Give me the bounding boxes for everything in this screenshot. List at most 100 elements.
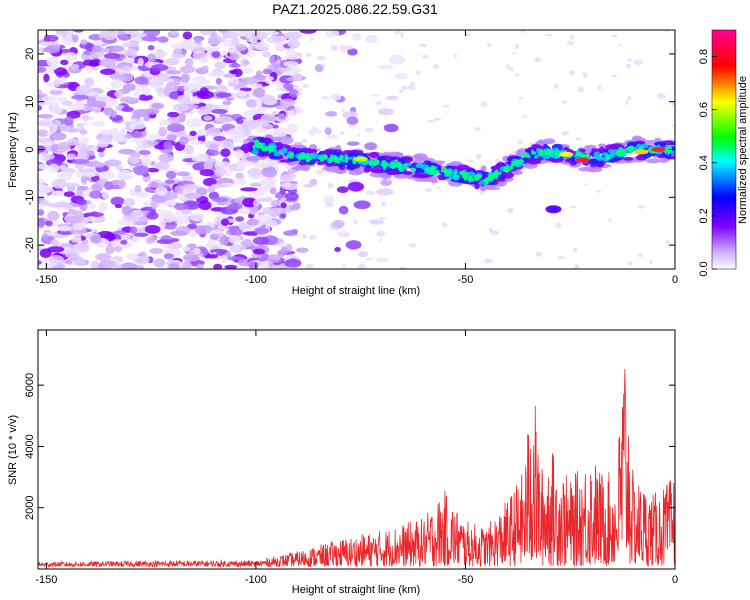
heatmap-cell <box>65 249 80 259</box>
heatmap-cell <box>267 220 277 228</box>
heatmap-cell <box>249 205 258 215</box>
heatmap-cell <box>368 160 372 166</box>
heatmap-cell <box>118 73 134 83</box>
heatmap-cell <box>254 197 273 203</box>
heatmap-cell <box>201 65 209 71</box>
heatmap-cell <box>249 182 262 187</box>
heatmap-cell <box>325 111 338 117</box>
heatmap-cell <box>169 199 177 207</box>
heatmap-cell <box>108 30 117 36</box>
heatmap-cell <box>81 239 89 245</box>
heatmap-cell <box>214 61 227 69</box>
heatmap-cell <box>38 104 43 111</box>
heatmap-cell <box>434 169 440 175</box>
heatmap-cell <box>404 162 408 170</box>
heatmap-cell <box>241 121 256 131</box>
heatmap-cell <box>304 263 314 269</box>
heatmap-cell <box>341 108 345 113</box>
heatmap-cell <box>262 262 270 269</box>
heatmap-cell <box>49 89 64 95</box>
heatmap-cell <box>57 225 73 232</box>
heatmap-cell <box>47 246 65 253</box>
heatmap-cell <box>373 160 378 166</box>
heatmap-cell <box>409 82 416 86</box>
heatmap-cell <box>97 230 114 239</box>
heatmap-cell <box>480 165 487 172</box>
heatmap-cell <box>127 155 140 163</box>
heatmap-cell <box>278 113 286 120</box>
heatmap-cell <box>45 220 53 227</box>
heatmap-cell <box>491 172 497 180</box>
heatmap-cell <box>182 246 191 252</box>
heatmap-cell <box>583 183 588 186</box>
heatmap-cell <box>505 168 510 173</box>
heatmap-cell <box>406 162 413 167</box>
heatmap-cell <box>338 205 349 215</box>
heatmap-cell <box>249 43 256 50</box>
heatmap-cell <box>243 59 250 66</box>
heatmap-cell <box>535 147 540 153</box>
heatmap-cell <box>86 150 95 156</box>
heatmap-cell <box>137 57 144 67</box>
heatmap-hotspot <box>651 147 666 152</box>
heatmap-cell <box>184 144 195 155</box>
heatmap-cell <box>415 163 422 168</box>
heatmap-cell <box>98 202 108 213</box>
heatmap-cell <box>156 209 167 217</box>
heatmap-cell <box>86 211 105 218</box>
heatmap-cell <box>273 126 289 137</box>
heatmap-cell <box>147 44 155 51</box>
heatmap-cell <box>42 233 49 241</box>
heatmap-cell <box>278 66 291 73</box>
heatmap-cell <box>164 179 175 184</box>
heatmap-cell <box>345 45 354 50</box>
heatmap-cell <box>90 234 102 244</box>
heatmap-cell <box>226 225 241 230</box>
heatmap-cell <box>148 134 157 142</box>
heatmap-cell <box>347 125 355 128</box>
heatmap-cell <box>151 64 169 72</box>
heatmap-cell <box>176 94 191 104</box>
heatmap-cell <box>611 34 618 38</box>
heatmap-cell <box>60 59 69 66</box>
heatmap-cell <box>654 137 661 142</box>
heatmap-cell <box>168 262 180 269</box>
heatmap-cell <box>252 236 270 245</box>
heatmap-cell <box>38 137 52 143</box>
heatmap-cell <box>176 215 191 225</box>
heatmap-cell <box>169 30 178 35</box>
heatmap-y-tick-label: -10 <box>24 189 36 205</box>
heatmap-cell <box>163 220 178 230</box>
heatmap-cell <box>113 230 126 235</box>
heatmap-cell <box>286 244 293 252</box>
heatmap-cell <box>289 109 296 117</box>
snr-x-tick-label: 0 <box>672 574 678 586</box>
heatmap-cell <box>164 57 180 66</box>
heatmap-cell <box>38 46 44 52</box>
heatmap-cell <box>158 126 167 137</box>
snr-x-axis-title: Height of straight line (km) <box>292 584 420 596</box>
heatmap-cell <box>283 83 294 90</box>
heatmap-cell <box>252 149 259 155</box>
heatmap-cell <box>555 150 558 158</box>
heatmap-cell <box>269 54 276 65</box>
heatmap-cell <box>663 30 670 33</box>
heatmap-cell <box>479 190 484 196</box>
heatmap-cell <box>154 50 168 58</box>
heatmap-cell <box>303 183 314 188</box>
colorbar-ticks: 0.0 0.2 0.4 0.6 0.8 <box>698 49 717 277</box>
heatmap-cell <box>432 63 440 69</box>
heatmap-cell <box>223 73 237 79</box>
heatmap-cell <box>46 153 55 160</box>
heatmap-cell <box>75 99 84 109</box>
heatmap-cell <box>203 115 213 121</box>
heatmap-cell <box>484 187 501 191</box>
heatmap-cell <box>265 80 283 85</box>
heatmap-cell <box>407 85 416 91</box>
heatmap-cell <box>240 76 259 85</box>
heatmap-cell <box>56 96 68 103</box>
heatmap-cell <box>467 175 474 183</box>
heatmap-cell <box>216 161 231 168</box>
heatmap-cell <box>150 102 165 109</box>
heatmap-hotspot <box>353 156 368 162</box>
